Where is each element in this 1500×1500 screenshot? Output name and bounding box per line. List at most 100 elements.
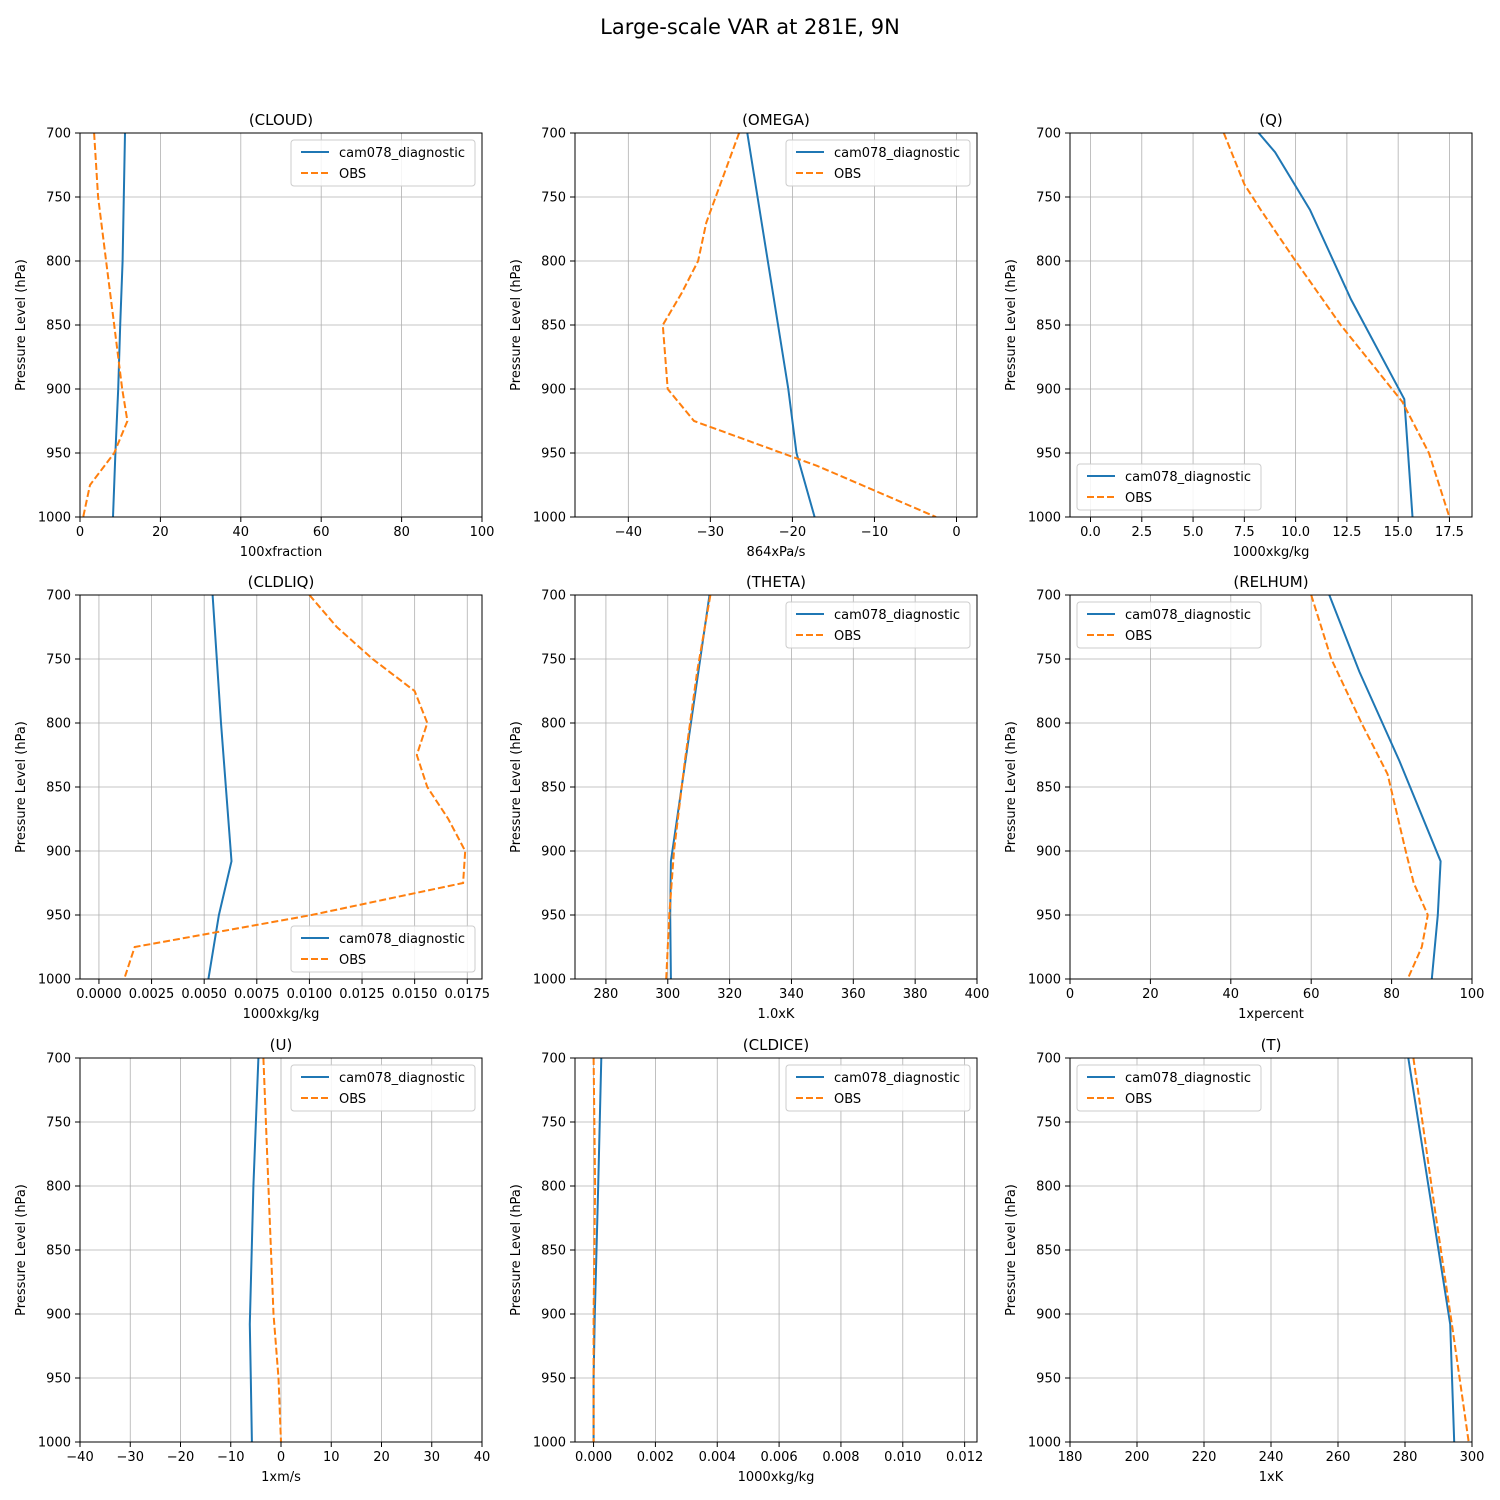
x-tick-label: 0.0050 [181,987,227,1002]
y-tick-label: 800 [46,1180,71,1195]
y-tick-label: 700 [541,127,566,142]
x-tick-label: 0 [277,1450,285,1465]
x-tick-label: 0 [76,525,84,540]
subplot-title: (CLDICE) [743,1036,809,1054]
legend-box [290,1064,476,1112]
legend-box [1076,463,1262,511]
y-tick-label: 1000 [533,973,566,988]
y-axis-label: Pressure Level (hPa) [1004,259,1019,391]
y-axis-label: Pressure Level (hPa) [14,259,29,391]
series-line-obs [592,1058,597,1442]
y-tick-label: 850 [1036,1244,1061,1259]
y-tick-label: 750 [1036,191,1061,206]
y-tick-label: 700 [1036,127,1061,142]
legend-box [785,1064,971,1112]
x-tick-label: 10 [323,1450,340,1465]
x-tick-label: 340 [779,987,804,1002]
y-tick-label: 900 [46,383,71,398]
x-tick-label: 5.0 [1183,525,1204,540]
x-tick-label: −40 [66,1450,93,1465]
x-tick-label: 300 [655,987,680,1002]
y-axis-label: Pressure Level (hPa) [509,1184,524,1316]
x-tick-label: 60 [1303,987,1320,1002]
x-tick-label: 220 [1192,1450,1217,1465]
y-tick-label: 900 [1036,1308,1061,1323]
x-tick-label: 0.004 [699,1450,736,1465]
x-tick-label: 0 [952,525,960,540]
y-tick-label: 750 [1036,1116,1061,1131]
x-tick-label: 2.5 [1131,525,1152,540]
y-tick-label: 700 [46,127,71,142]
series-line-obs [262,1058,282,1442]
x-axis-label: 100xfraction [240,545,322,560]
y-tick-label: 900 [46,845,71,860]
subplot: 0 20 40 60 80 100 700 750 800 850 900 950 1000 (RELHU… [1004,573,1484,1022]
figure-title: Large-scale VAR at 281E, 9N [600,15,900,39]
legend-label: OBS [1125,491,1152,506]
x-tick-label: −30 [697,525,724,540]
legend-box [1076,1064,1262,1112]
x-tick-label: 360 [841,987,866,1002]
x-axis-label: 1000xkg/kg [1233,545,1310,560]
x-tick-label: 280 [1393,1450,1418,1465]
legend-label: cam078_diagnostic [834,1071,960,1086]
x-axis-label: 1.0xK [758,1007,795,1022]
legend-box [290,925,476,973]
x-tick-label: 0.0025 [129,987,175,1002]
legend-box [290,139,476,187]
x-tick-label: 260 [1326,1450,1351,1465]
x-tick-label: 40 [1223,987,1240,1002]
y-tick-label: 700 [1036,589,1061,604]
legend: cam078_diagnostic OBS [1076,601,1262,649]
x-tick-label: 10.0 [1281,525,1310,540]
x-tick-label: −20 [167,1450,194,1465]
series-line-model [1328,595,1442,979]
y-tick-label: 850 [1036,781,1061,796]
x-tick-label: 100 [1460,987,1485,1002]
y-tick-label: 1000 [533,511,566,526]
y-axis-label: Pressure Level (hPa) [509,259,524,391]
subplot: −40 −30 −20 −10 0 10 20 30 40 700 750 800 850 900 950 1… [14,1036,490,1485]
y-tick-label: 800 [46,717,71,732]
x-axis-label: 1000xkg/kg [243,1007,320,1022]
y-tick-label: 950 [46,909,71,924]
subplot: 0.0 2.5 5.0 7.5 10.0 12.5 15.0 17.5 700 750 800 850… [1004,111,1473,560]
series-line-obs [123,595,467,979]
x-tick-label: 0.0 [1080,525,1101,540]
x-axis-label: 1xm/s [261,1470,301,1485]
y-tick-label: 750 [1036,653,1061,668]
x-tick-label: 15.0 [1384,525,1413,540]
subplot-title: (CLDLIQ) [248,573,315,591]
x-tick-label: 0.000 [575,1450,612,1465]
series-line-model [746,133,816,517]
series-line-model [207,595,233,979]
x-tick-label: 380 [903,987,928,1002]
subplot-title: (Q) [1259,111,1283,129]
x-tick-label: 80 [1383,987,1400,1002]
y-tick-label: 950 [541,909,566,924]
legend-label: OBS [834,1092,861,1107]
y-tick-label: 700 [1036,1052,1061,1067]
x-tick-label: 40 [474,1450,491,1465]
subplot: 0.0000 0.0025 0.0050 0.0075 0.0100 0.0125 0.01… [14,573,490,1022]
y-tick-label: 800 [541,255,566,270]
x-tick-label: 0.012 [946,1450,983,1465]
x-tick-label: 0.010 [884,1450,921,1465]
y-tick-label: 750 [541,1116,566,1131]
legend-label: OBS [339,1092,366,1107]
x-tick-label: 300 [1460,1450,1485,1465]
y-tick-label: 900 [541,383,566,398]
legend-label: cam078_diagnostic [1125,470,1251,485]
y-axis-label: Pressure Level (hPa) [14,721,29,853]
series-line-obs [82,133,129,517]
y-tick-label: 800 [1036,717,1061,732]
y-tick-label: 800 [541,717,566,732]
x-tick-label: 400 [965,987,990,1002]
x-tick-label: 0.0125 [339,987,385,1002]
y-tick-label: 850 [541,1244,566,1259]
subplot-title: (THETA) [746,573,806,591]
subplot-title: (T) [1261,1036,1282,1054]
y-tick-label: 1000 [1028,511,1061,526]
x-tick-label: 0 [1066,987,1074,1002]
